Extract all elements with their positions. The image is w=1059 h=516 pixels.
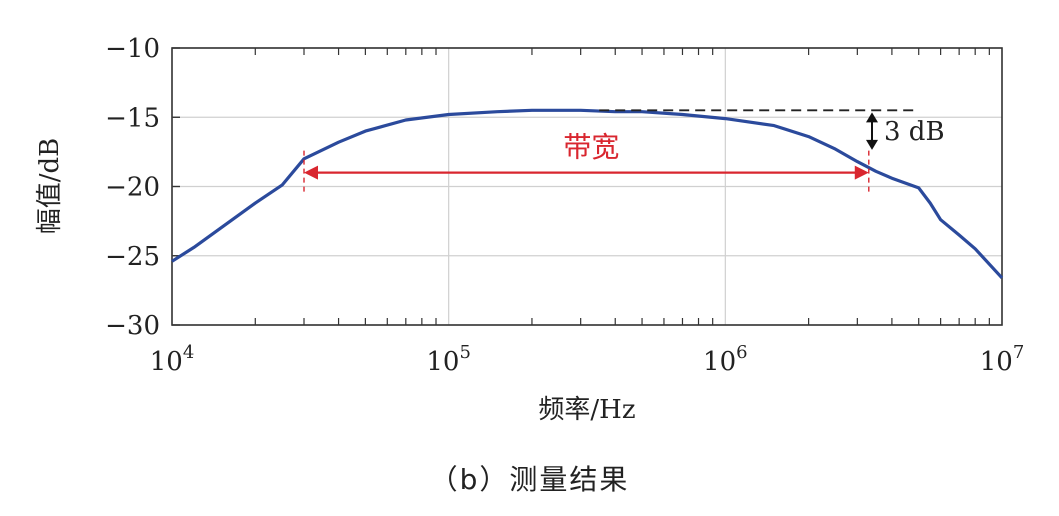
magnitude-series-line bbox=[171, 108, 1004, 279]
bandwidth-arrow-head-left bbox=[304, 165, 319, 180]
plot-area-frame bbox=[171, 47, 1003, 326]
x-axis-label: 频率/Hz bbox=[538, 395, 635, 425]
drop-arrow-head-down bbox=[866, 139, 878, 150]
y-tick-label: −25 bbox=[105, 242, 160, 272]
y-tick-label: −30 bbox=[105, 311, 160, 341]
drop-arrow-head-up bbox=[866, 112, 878, 123]
x-tick-label: 106 bbox=[703, 342, 748, 377]
x-tick-label: 104 bbox=[150, 342, 195, 377]
bandwidth-label: 带宽 bbox=[563, 131, 619, 164]
bandwidth-arrow-head-right bbox=[854, 165, 869, 180]
x-minor-ticks bbox=[254, 48, 990, 325]
y-axis-label: 幅值/dB bbox=[35, 138, 65, 235]
grid-lines bbox=[171, 47, 1003, 326]
y-tick-label: −20 bbox=[105, 173, 160, 203]
figure-caption: （b）测量结果 bbox=[429, 463, 630, 496]
x-tick-label: 105 bbox=[426, 342, 471, 377]
3db-drop-marker bbox=[866, 112, 878, 150]
bandwidth-arrow bbox=[303, 150, 870, 195]
3db-label: 3 dB bbox=[884, 117, 945, 147]
y-tick-label: −15 bbox=[105, 103, 160, 133]
x-tick-label: 107 bbox=[980, 342, 1025, 377]
x-tick-labels: 104 105 106 107 bbox=[150, 342, 1025, 377]
y-tick-label: −10 bbox=[105, 34, 160, 64]
y-tick-labels: −10 −15 −20 −25 −30 bbox=[105, 34, 160, 341]
